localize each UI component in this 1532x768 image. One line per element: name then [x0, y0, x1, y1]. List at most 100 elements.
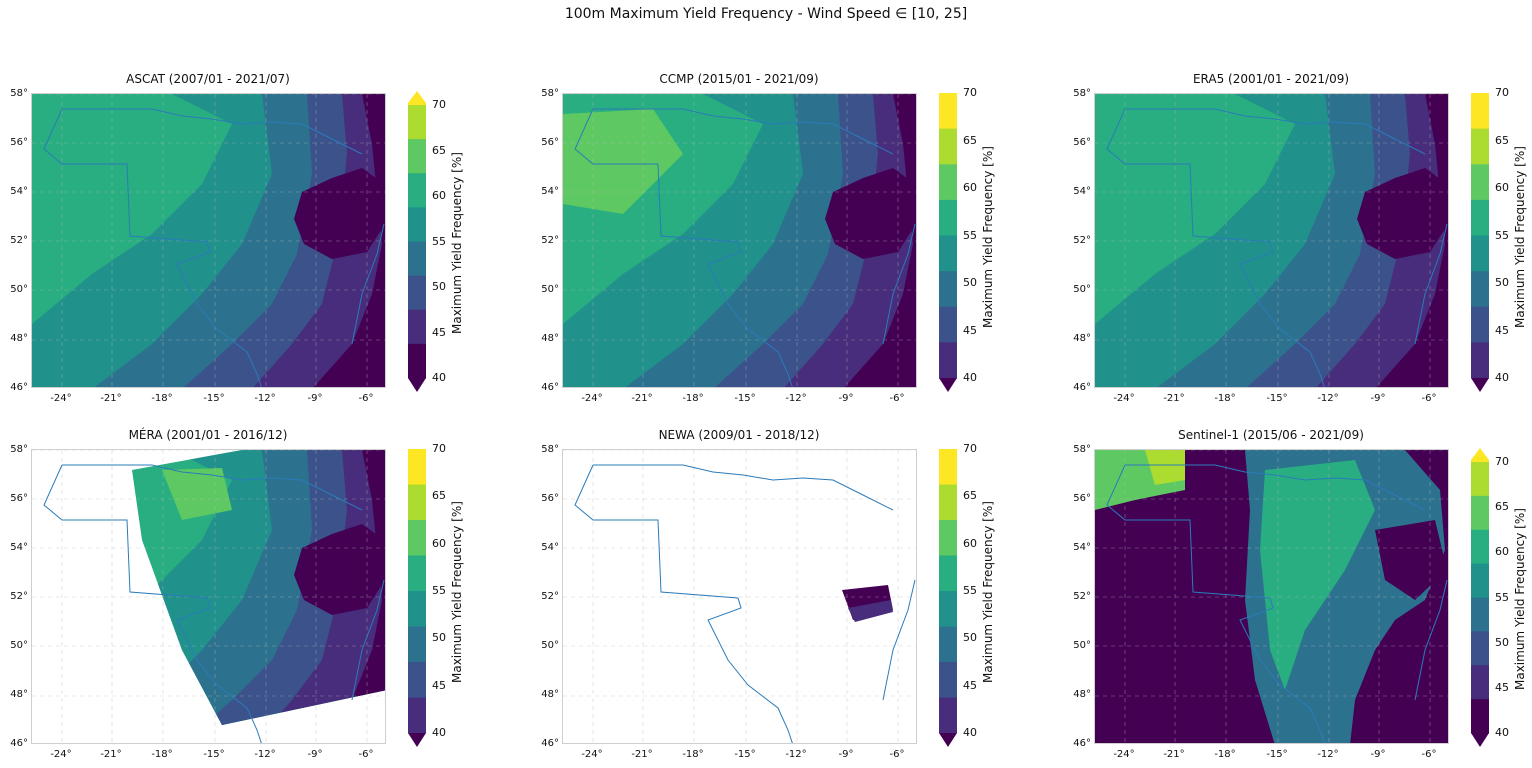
y-tick-label: 46°	[541, 382, 559, 393]
map-panel-6	[1094, 449, 1449, 744]
panel-title: NEWA (2009/01 - 2018/12)	[658, 428, 820, 442]
y-tick-label: 52°	[10, 591, 28, 602]
colorbar	[1471, 79, 1489, 392]
x-tick-label: -15°	[203, 749, 225, 760]
y-tick-label: 56°	[10, 493, 28, 504]
x-tick-label: -21°	[100, 393, 122, 404]
figure-title: 100m Maximum Yield Frequency - Wind Spee…	[564, 6, 968, 22]
colorbar-tick-label: 55	[432, 584, 446, 597]
colorbar-tick-label: 40	[432, 371, 446, 384]
colorbar-tick-label: 40	[432, 726, 446, 739]
y-tick-label: 54°	[10, 542, 28, 553]
y-tick-label: 50°	[10, 284, 28, 295]
map-panel-2	[562, 93, 917, 388]
map-panel-3	[1094, 93, 1449, 388]
colorbar-tick-label: 40	[963, 726, 977, 739]
colorbar-tick-label: 70	[963, 86, 977, 99]
y-tick-label: 50°	[541, 284, 559, 295]
y-tick-label: 52°	[1073, 235, 1091, 246]
y-tick-label: 58°	[541, 444, 559, 455]
y-tick-label: 58°	[1073, 444, 1091, 455]
y-tick-label: 46°	[10, 382, 28, 393]
x-tick-label: -6°	[1421, 393, 1437, 404]
x-tick-label: -12°	[254, 393, 276, 404]
y-tick-label: 52°	[541, 235, 559, 246]
x-tick-label: -18°	[1214, 749, 1236, 760]
colorbar-tick-label: 65	[432, 489, 446, 503]
colorbar-tick-label: 65	[963, 133, 977, 147]
map-panel-4	[31, 449, 386, 744]
y-tick-label: 48°	[10, 333, 28, 344]
colorbar-label: Maximum Yield Frequency [%]	[450, 151, 464, 334]
x-tick-label: -6°	[358, 749, 374, 760]
x-tick-label: -24°	[581, 393, 603, 404]
colorbar-tick-label: 60	[432, 536, 446, 550]
y-tick-label: 50°	[1073, 284, 1091, 295]
x-tick-label: -24°	[581, 749, 603, 760]
x-tick-label: -12°	[1317, 393, 1339, 404]
x-tick-label: -9°	[307, 393, 323, 404]
x-tick-label: -18°	[682, 393, 704, 404]
y-tick-label: 54°	[541, 542, 559, 553]
x-tick-label: -9°	[307, 749, 323, 760]
colorbar-tick-label: 50	[1495, 276, 1509, 289]
y-tick-label: 58°	[10, 88, 28, 99]
panel-title: ASCAT (2007/01 - 2021/07)	[126, 72, 290, 86]
x-tick-label: -21°	[1163, 393, 1185, 404]
colorbar-tick-label: 50	[432, 280, 446, 293]
y-tick-label: 56°	[541, 493, 559, 504]
y-tick-label: 48°	[541, 333, 559, 344]
colorbar-tick-label: 70	[1495, 455, 1509, 468]
panel-title: ERA5 (2001/01 - 2021/09)	[1192, 72, 1350, 86]
colorbar-label: Maximum Yield Frequency [%]	[981, 145, 995, 328]
colorbar-tick-label: 55	[963, 228, 977, 242]
y-tick-label: 56°	[541, 137, 559, 148]
panel-title: MÉRA (2001/01 - 2016/12)	[128, 428, 288, 442]
colorbar	[1471, 448, 1489, 747]
x-tick-label: -15°	[1266, 749, 1288, 760]
colorbar-tick-label: 40	[963, 371, 977, 384]
x-tick-label: -21°	[631, 749, 653, 760]
panel-title: Sentinel-1 (2015/06 - 2021/09)	[1178, 428, 1364, 442]
colorbar-tick-label: 45	[1495, 323, 1509, 337]
x-tick-label: -18°	[682, 749, 704, 760]
x-tick-label: -6°	[889, 393, 905, 404]
x-tick-label: -15°	[203, 393, 225, 404]
panel-title: CCMP (2015/01 - 2021/09)	[659, 72, 819, 86]
colorbar-tick-label: 55	[1495, 590, 1509, 604]
x-tick-label: -12°	[785, 749, 807, 760]
colorbar-tick-label: 65	[432, 143, 446, 157]
x-tick-label: -15°	[1266, 393, 1288, 404]
x-tick-label: -9°	[838, 393, 854, 404]
y-tick-label: 58°	[1073, 88, 1091, 99]
x-tick-label: -12°	[1317, 749, 1339, 760]
y-tick-label: 58°	[541, 88, 559, 99]
y-tick-label: 48°	[541, 689, 559, 700]
map-panel-1	[31, 93, 386, 388]
x-tick-label: -9°	[1370, 749, 1386, 760]
colorbar-tick-label: 40	[1495, 726, 1509, 739]
map-plot-3	[1095, 94, 1448, 387]
x-tick-label: -9°	[1370, 393, 1386, 404]
colorbar-tick-label: 65	[1495, 500, 1509, 514]
x-tick-label: -6°	[358, 393, 374, 404]
y-tick-label: 46°	[1073, 382, 1091, 393]
colorbar-label: Maximum Yield Frequency [%]	[1513, 507, 1527, 690]
colorbar-tick-label: 70	[432, 442, 446, 455]
y-tick-label: 54°	[541, 186, 559, 197]
colorbar-tick-label: 70	[432, 98, 446, 111]
x-tick-label: -21°	[100, 749, 122, 760]
map-plot-2	[563, 94, 916, 387]
colorbar-tick-label: 50	[432, 631, 446, 645]
map-plot-4	[32, 450, 385, 743]
colorbar-tick-label: 55	[963, 584, 977, 597]
x-tick-label: -18°	[151, 393, 173, 404]
map-plot-6	[1095, 450, 1448, 743]
y-tick-label: 56°	[1073, 137, 1091, 148]
x-tick-label: -6°	[1421, 749, 1437, 760]
map-plot-1	[32, 94, 385, 387]
colorbar-tick-label: 55	[432, 234, 446, 248]
map-plot-5	[563, 450, 916, 743]
colorbar-tick-label: 60	[963, 181, 977, 194]
y-tick-label: 50°	[1073, 640, 1091, 651]
